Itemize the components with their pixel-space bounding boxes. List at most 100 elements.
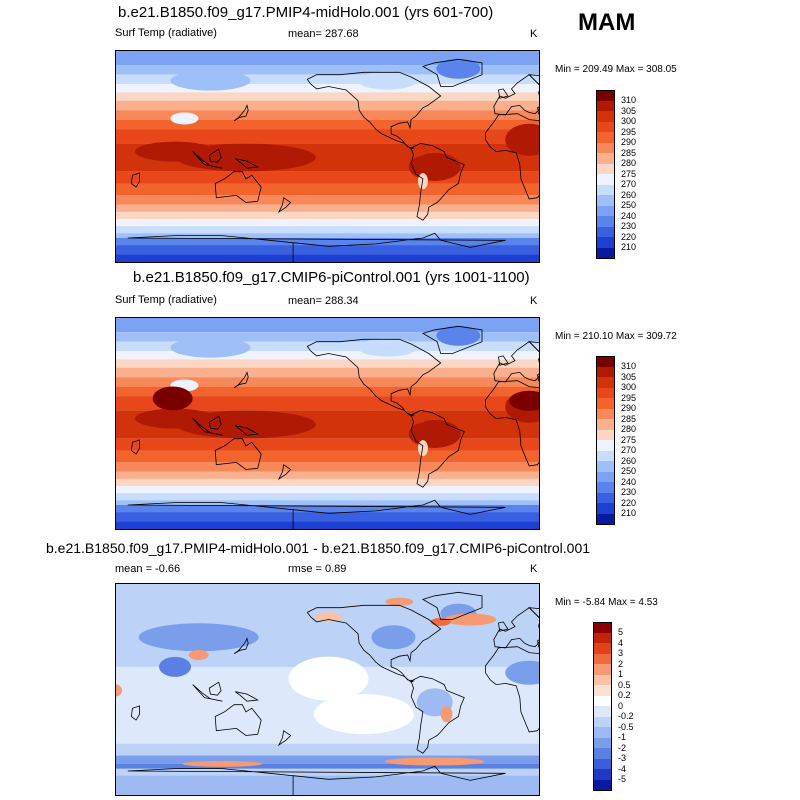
coastline-antarctica [127, 499, 506, 529]
colorbar-tick-label: 290 [621, 137, 637, 147]
colorbar-tick-label: 295 [621, 126, 637, 137]
panel-3-title: b.e21.B1850.f09_g17.PMIP4-midHolo.001 - … [46, 540, 591, 556]
colorbar-box [596, 450, 615, 462]
field-band [116, 183, 539, 196]
coastline-borneo [208, 681, 222, 696]
colorbar-box [593, 695, 612, 707]
colorbar-box [596, 111, 615, 122]
field-band [116, 450, 539, 463]
coastline-uk [498, 621, 509, 632]
colorbar-box [593, 685, 612, 696]
panel-3-units: K [530, 563, 538, 575]
coastline-europe [493, 341, 539, 383]
colorbar-box [596, 471, 615, 483]
map-svg [116, 51, 539, 262]
colorbar-tick-label: 285 [621, 147, 637, 158]
tibet-cold [170, 112, 199, 125]
field-band [116, 763, 539, 769]
field-band [116, 84, 539, 93]
panel-1-variable-label: Surf Temp (radiative) [115, 27, 217, 39]
colorbar-tick-label: 280 [621, 158, 637, 168]
field-anomaly [408, 152, 461, 181]
field-band [116, 219, 539, 227]
colorbar-box [596, 174, 615, 185]
coastline-australia [214, 704, 262, 736]
coastline-europe [493, 607, 539, 649]
field-anomaly [170, 70, 251, 91]
field-band [116, 478, 539, 487]
field-band [116, 211, 539, 220]
greenland-cold [436, 325, 481, 346]
india-hot [152, 386, 193, 411]
field-anomaly [170, 337, 251, 358]
field-band [116, 486, 539, 494]
field-anomaly [138, 623, 259, 652]
panel-2-colorbar: 310 305 300 295 290 285 280 275 270 260 250 240 230 2… [596, 356, 656, 525]
field-anomaly [188, 650, 209, 660]
colorbar-box [596, 440, 615, 451]
colorbar-box [596, 237, 615, 248]
colorbar-box [593, 769, 612, 780]
panel-3-map [115, 583, 540, 796]
colorbar-box [593, 664, 612, 675]
field-anomaly [505, 123, 539, 156]
field-band [116, 500, 539, 505]
colorbar-tick-label: 230 [621, 487, 637, 497]
colorbar-tick-label: 305 [621, 371, 637, 382]
panel-1-title: b.e21.B1850.f09_g17.PMIP4-midHolo.001 (y… [118, 4, 494, 21]
colorbar-tick-label: 260 [621, 189, 637, 200]
map-svg [116, 584, 539, 795]
field-anomaly [357, 338, 418, 357]
coastline-africa [485, 380, 539, 467]
coastline-greenland [421, 325, 483, 354]
colorbar-tick-label: 290 [621, 403, 637, 413]
field-band [116, 100, 539, 111]
colorbar-box [593, 758, 612, 770]
colorbar-box [596, 247, 615, 259]
colorbar-box [596, 377, 615, 388]
colorbar-box [593, 622, 612, 633]
field-band [116, 462, 539, 472]
field-band [116, 233, 539, 238]
colorbar-box [596, 366, 615, 378]
coastline-newguinea [234, 425, 259, 436]
greenland-cold [436, 58, 481, 79]
field-anomaly [314, 612, 343, 623]
field-band [116, 119, 539, 130]
colorbar-box [596, 184, 615, 196]
field-anomaly [347, 143, 428, 160]
colorbar-box [596, 503, 615, 514]
colorbar-tick-label: 275 [621, 434, 637, 445]
colorbar-box [596, 163, 615, 175]
colorbar-box [596, 226, 615, 238]
colorbar-box [596, 513, 615, 525]
field-band [116, 504, 539, 513]
colorbar-tick-label: 210 [621, 242, 637, 252]
field-band [116, 332, 539, 342]
panel-3-rmse-label: rmse = 0.89 [288, 563, 347, 575]
field-band [116, 65, 539, 75]
colorbar-tick-label: 280 [621, 424, 637, 434]
colorbar-tick-label: 300 [621, 382, 637, 392]
field-band [116, 51, 539, 66]
colorbar-tick-label: 230 [621, 221, 637, 231]
field-band [116, 171, 539, 184]
panel-3-minmax: Min = -5.84 Max = 4.53 [555, 597, 658, 608]
coastline-greenland [421, 58, 483, 87]
field-band [116, 318, 539, 333]
coastline-samerica [410, 675, 465, 754]
coastline-japan [233, 371, 249, 389]
coastline-uk [498, 88, 509, 99]
panel-1-units: K [530, 28, 538, 40]
coastline-europe [493, 74, 539, 116]
colorbar-box [596, 429, 615, 441]
field-anomaly [135, 141, 216, 162]
colorbar-box [593, 779, 612, 791]
field-anomaly [288, 656, 369, 701]
coastline-australia [214, 438, 262, 470]
colorbar-box [596, 408, 615, 420]
colorbar-tick-label: 270 [621, 179, 637, 189]
colorbar-box [596, 100, 615, 112]
field-band [116, 396, 539, 411]
field-band [116, 341, 539, 352]
